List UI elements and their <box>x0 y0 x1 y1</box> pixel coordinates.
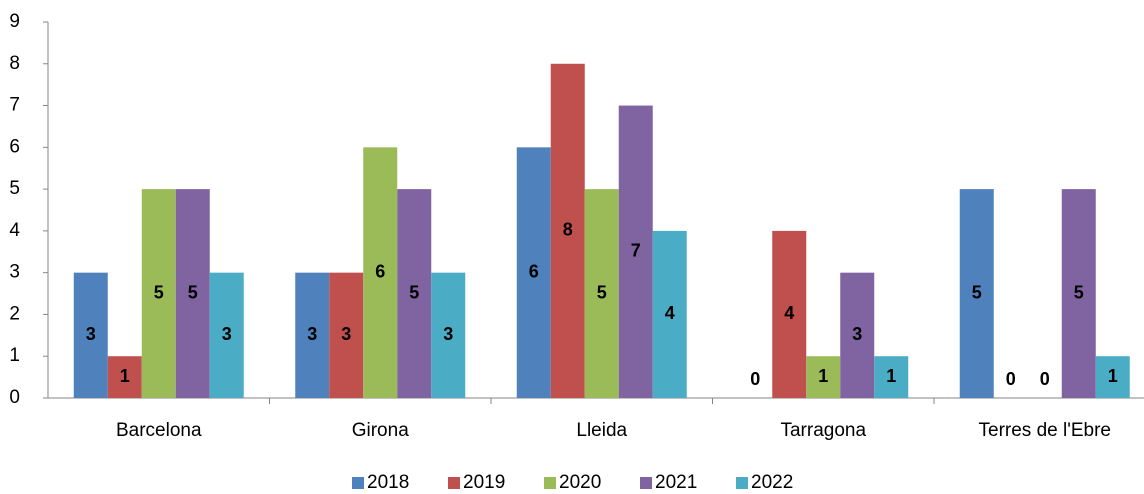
value-label: 1 <box>886 366 896 386</box>
x-tick-label: Tarragona <box>780 420 866 441</box>
bar <box>295 272 330 398</box>
y-tick-label: 5 <box>9 178 20 199</box>
value-label: 5 <box>972 282 982 302</box>
value-label: 3 <box>307 324 317 344</box>
value-label: 8 <box>563 220 573 240</box>
bar <box>329 272 364 398</box>
legend-label: 2019 <box>463 472 505 493</box>
bar <box>141 189 176 398</box>
value-label: 7 <box>631 241 641 261</box>
value-label: 5 <box>409 282 419 302</box>
value-label: 3 <box>443 324 453 344</box>
bar <box>73 272 108 398</box>
bar <box>550 63 585 399</box>
legend-swatch <box>352 477 364 489</box>
value-label: 6 <box>529 261 539 281</box>
value-label: 1 <box>1108 366 1118 386</box>
y-tick-label: 4 <box>9 220 20 241</box>
legend-label: 2022 <box>751 472 793 493</box>
legend-label: 2020 <box>559 472 601 493</box>
bar <box>209 272 244 398</box>
value-label: 5 <box>154 282 164 302</box>
legend-swatch <box>640 477 652 489</box>
value-label: 0 <box>1006 369 1016 389</box>
bar <box>1061 189 1096 398</box>
bar <box>1095 356 1130 398</box>
legend-swatch <box>448 477 460 489</box>
value-label: 3 <box>86 324 96 344</box>
bar <box>806 356 841 398</box>
value-label: 3 <box>852 324 862 344</box>
value-label: 0 <box>750 369 760 389</box>
y-tick-label: 3 <box>9 262 20 283</box>
bar <box>584 189 619 398</box>
legend-swatch <box>544 477 556 489</box>
value-label: 4 <box>784 303 794 323</box>
bar <box>618 105 653 399</box>
bar <box>363 147 398 398</box>
value-label: 5 <box>597 282 607 302</box>
bar <box>431 272 466 398</box>
x-tick-label: Lleida <box>576 420 627 441</box>
value-label: 4 <box>665 303 675 323</box>
x-tick-label: Barcelona <box>116 420 202 441</box>
value-label: 5 <box>1074 282 1084 302</box>
bar <box>874 356 909 398</box>
y-tick-label: 0 <box>9 387 20 408</box>
y-tick-label: 6 <box>9 136 20 157</box>
y-tick-label: 9 <box>9 11 20 32</box>
value-label: 6 <box>375 261 385 281</box>
bar <box>772 230 807 398</box>
bar <box>175 189 210 398</box>
value-label: 3 <box>222 324 232 344</box>
bar <box>516 147 551 398</box>
y-tick-label: 2 <box>9 303 20 324</box>
legend-swatch <box>736 477 748 489</box>
value-label: 3 <box>341 324 351 344</box>
value-label: 1 <box>818 366 828 386</box>
value-label: 0 <box>1040 369 1050 389</box>
y-tick-label: 7 <box>9 95 20 116</box>
bar <box>840 272 875 398</box>
bar <box>959 189 994 398</box>
value-label: 5 <box>188 282 198 302</box>
y-tick-label: 8 <box>9 53 20 74</box>
y-tick-label: 1 <box>9 345 20 366</box>
bar <box>397 189 432 398</box>
x-tick-label: Girona <box>352 420 409 441</box>
value-label: 1 <box>120 366 130 386</box>
x-tick-label: Terres de l'Ebre <box>979 420 1111 441</box>
legend-label: 2018 <box>367 472 409 493</box>
bar <box>107 356 142 398</box>
bar <box>652 230 687 398</box>
legend-label: 2021 <box>655 472 697 493</box>
